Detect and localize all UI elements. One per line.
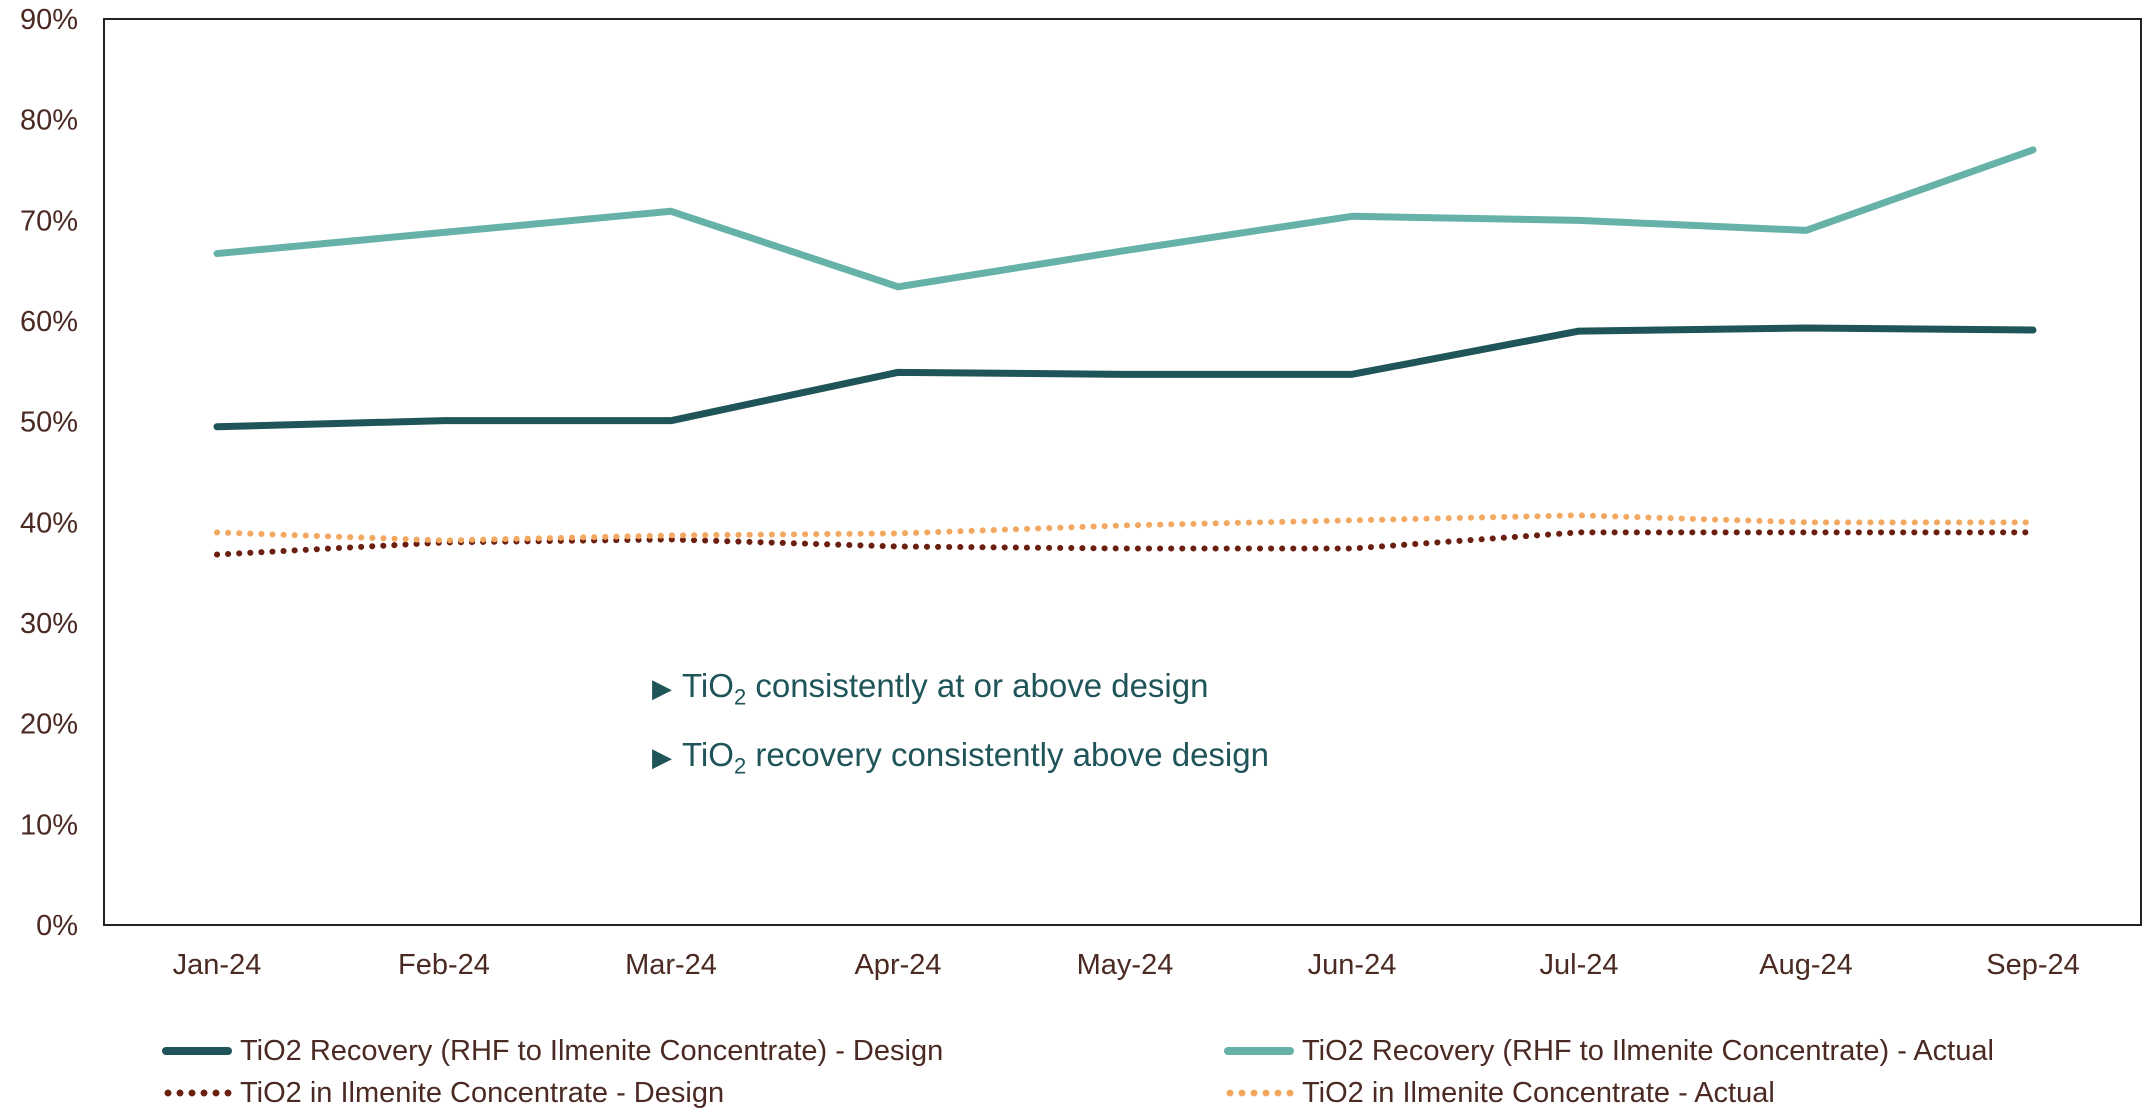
y-tick-label: 10% [20,809,78,841]
y-tick-label: 90% [20,4,78,36]
plot-area [103,18,2142,926]
x-tick-label: Aug-24 [1759,949,1853,981]
x-tick-label: Mar-24 [625,949,717,981]
annotation-line-2: ▶ TiO2 recovery consistently above design [652,736,1269,779]
annotation-line-1: ▶ TiO2 consistently at or above design [652,667,1209,710]
x-tick-label: Sep-24 [1986,949,2080,981]
right-triangle-icon: ▶ [652,673,672,703]
x-tick-label: Jul-24 [1540,949,1619,981]
y-tick-label: 80% [20,105,78,137]
y-tick-label: 70% [20,205,78,237]
series-line-4 [214,512,2036,544]
x-tick-label: Jan-24 [173,949,262,981]
y-tick-label: 30% [20,608,78,640]
series-line-1 [213,324,2037,431]
x-tick-label: Apr-24 [854,949,941,981]
series-line-2 [213,146,2037,291]
y-tick-label: 60% [20,306,78,338]
x-tick-label: May-24 [1077,949,1174,981]
x-tick-label: Jun-24 [1308,949,1397,981]
y-tick-label: 50% [20,407,78,439]
series-line-3 [214,529,2036,558]
y-tick-label: 40% [20,507,78,539]
y-tick-label: 0% [36,910,78,942]
y-tick-label: 20% [20,709,78,741]
x-tick-label: Feb-24 [398,949,490,981]
right-triangle-icon: ▶ [652,742,672,772]
